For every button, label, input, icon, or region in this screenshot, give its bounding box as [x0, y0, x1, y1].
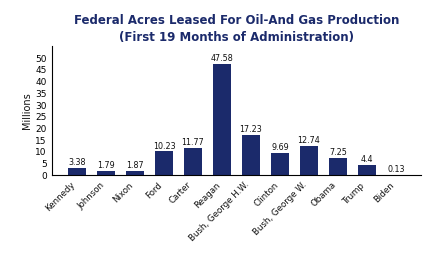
Bar — [329, 158, 347, 175]
Bar — [184, 148, 202, 175]
Text: 11.77: 11.77 — [181, 138, 204, 147]
Bar — [126, 171, 144, 175]
Text: 7.25: 7.25 — [329, 149, 347, 157]
Text: 12.74: 12.74 — [298, 136, 320, 145]
Text: 10.23: 10.23 — [153, 141, 175, 150]
Bar — [155, 151, 173, 175]
Bar — [242, 135, 260, 175]
Bar — [358, 165, 376, 175]
Bar — [300, 146, 318, 175]
Bar — [213, 64, 231, 175]
Text: 0.13: 0.13 — [387, 165, 405, 174]
Text: 3.38: 3.38 — [68, 158, 86, 167]
Text: 47.58: 47.58 — [211, 54, 233, 63]
Text: 4.4: 4.4 — [361, 155, 373, 164]
Text: 9.69: 9.69 — [271, 143, 289, 152]
Bar — [97, 171, 115, 175]
Bar — [271, 153, 289, 175]
Y-axis label: Millions: Millions — [22, 93, 32, 129]
Bar — [68, 167, 86, 175]
Title: Federal Acres Leased For Oil-And Gas Production
(First 19 Months of Administrati: Federal Acres Leased For Oil-And Gas Pro… — [74, 14, 399, 44]
Text: 17.23: 17.23 — [240, 125, 262, 134]
Text: 1.79: 1.79 — [97, 161, 115, 170]
Text: 1.87: 1.87 — [126, 161, 144, 170]
